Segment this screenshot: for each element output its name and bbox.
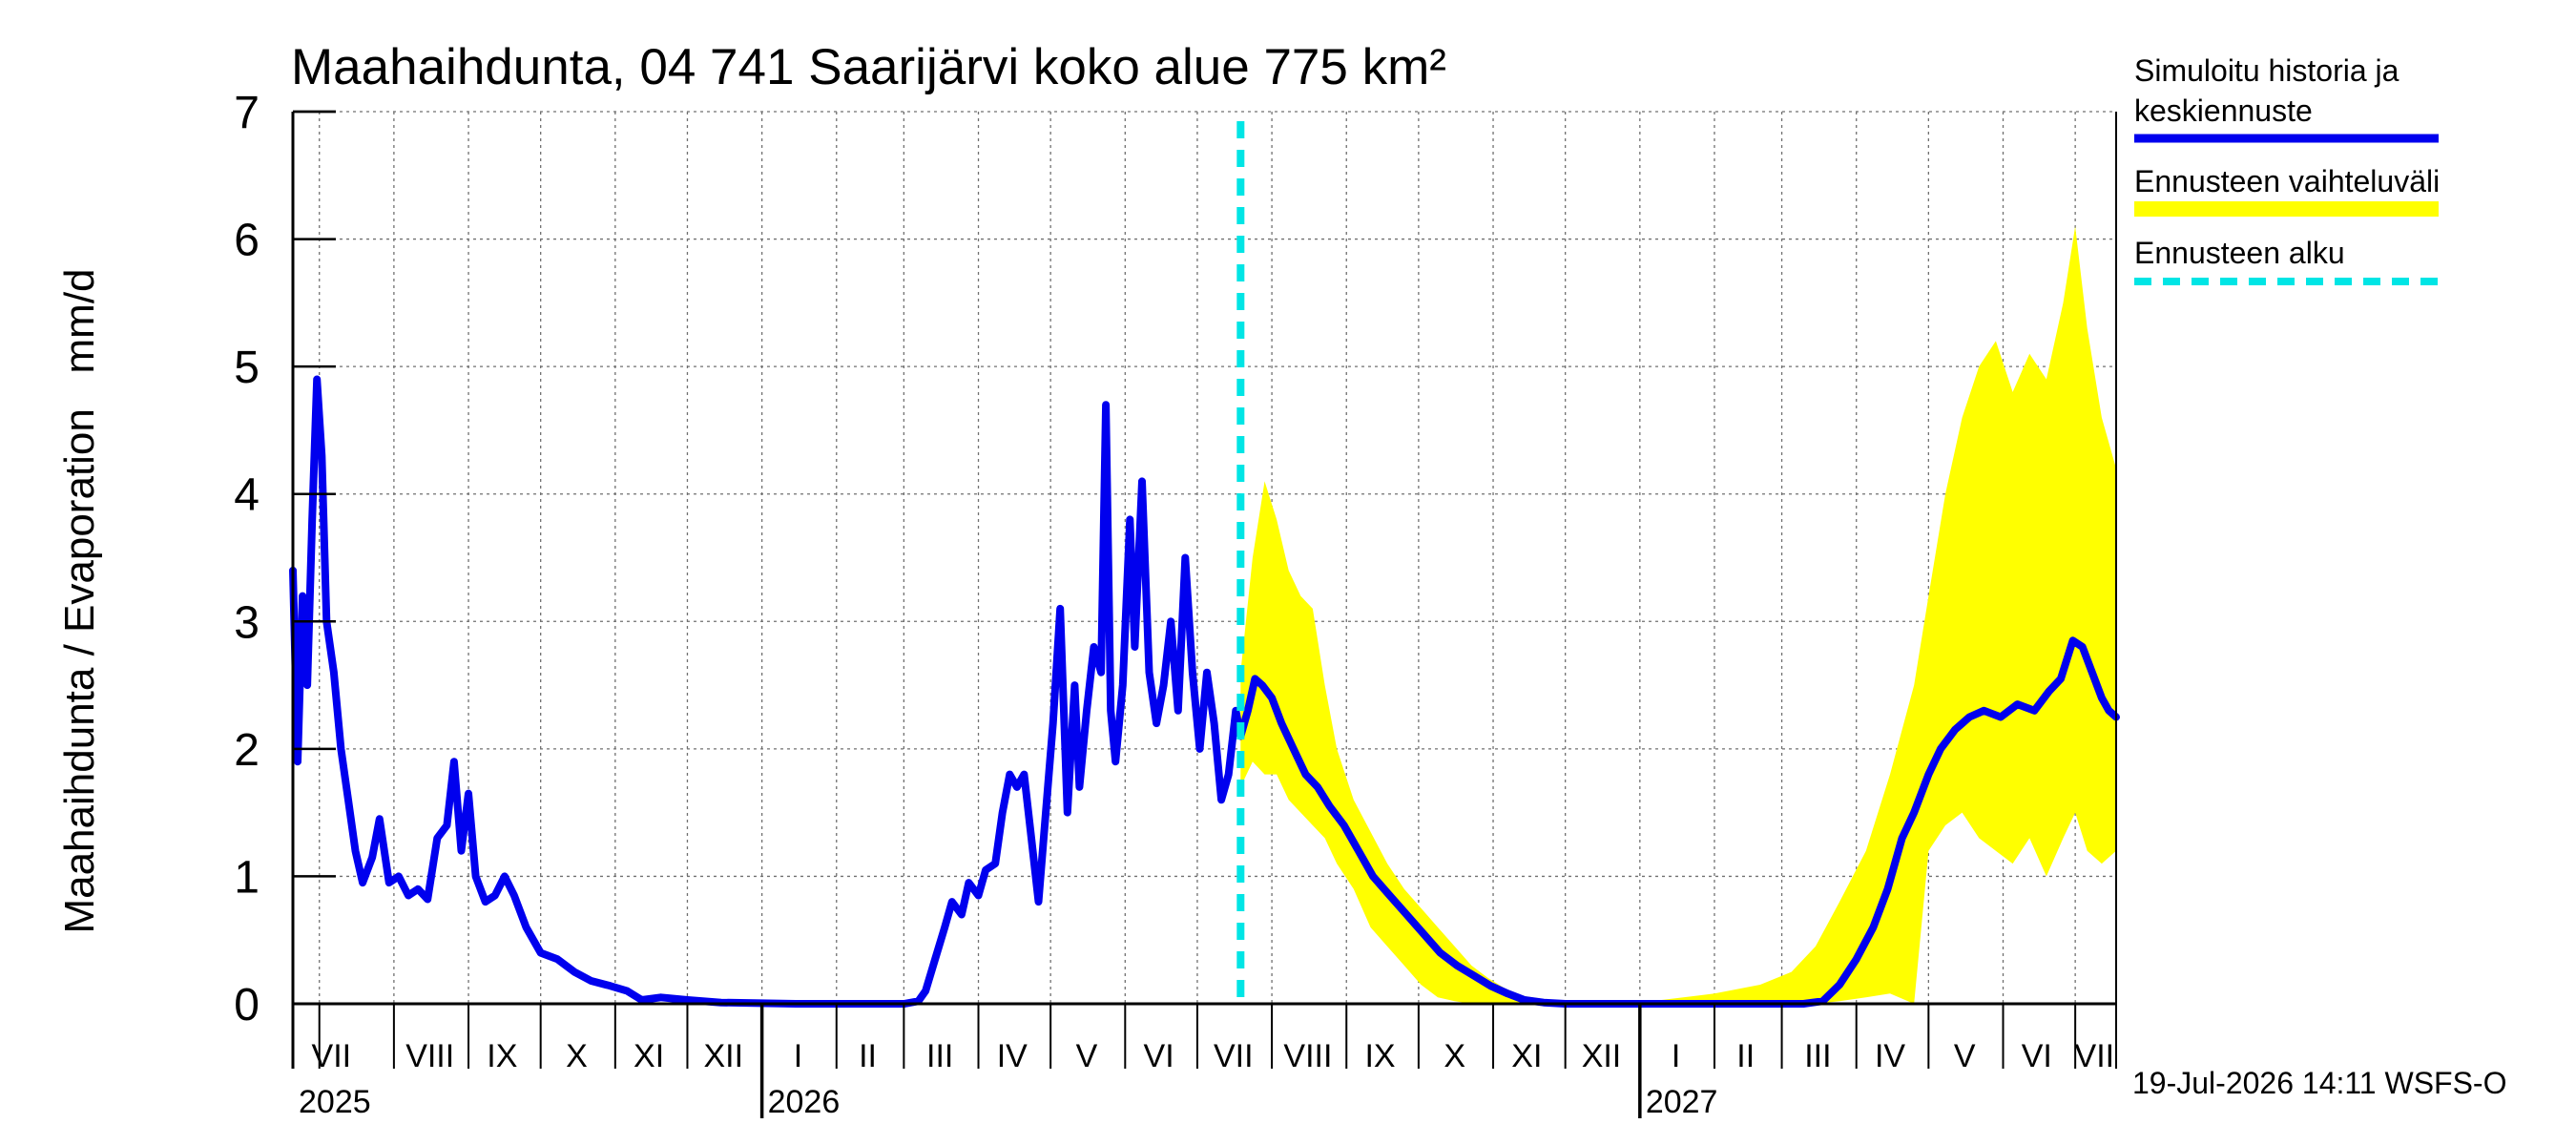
legend-label-forecast-start: Ennusteen alku — [2134, 236, 2345, 270]
month-label: X — [566, 1038, 588, 1074]
year-label: 2026 — [768, 1084, 841, 1120]
month-label: XI — [634, 1038, 664, 1074]
month-label: VIII — [405, 1038, 454, 1074]
month-label: II — [859, 1038, 877, 1074]
month-label: XII — [703, 1038, 743, 1074]
chart-title: Maahaihdunta, 04 741 Saarijärvi koko alu… — [291, 39, 1446, 95]
forecast-range-area — [1240, 226, 2116, 1004]
month-label: VII — [1214, 1038, 1254, 1074]
y-tick-label: 1 — [234, 852, 260, 903]
month-label: VII — [2075, 1038, 2115, 1074]
grid-lines — [293, 111, 2116, 1004]
legend-label-range: Ennusteen vaihteluväli — [2134, 164, 2440, 198]
month-label: X — [1444, 1038, 1465, 1074]
year-label: 2027 — [1646, 1084, 1718, 1120]
y-axis-ticks: 0 1 2 3 4 5 6 7 — [234, 88, 336, 1030]
month-label: VI — [1144, 1038, 1174, 1074]
month-label: IV — [1875, 1038, 1905, 1074]
month-label: I — [1672, 1038, 1680, 1074]
y-tick-label: 7 — [234, 88, 260, 138]
month-label: IX — [487, 1038, 517, 1074]
year-label: 2025 — [299, 1084, 371, 1120]
y-tick-label: 2 — [234, 725, 260, 776]
x-axis-years: 2025 2026 2027 — [299, 1004, 1717, 1120]
month-label: II — [1736, 1038, 1755, 1074]
y-tick-label: 0 — [234, 980, 260, 1030]
month-label: III — [1804, 1038, 1831, 1074]
legend: Simuloitu historia ja keskiennuste Ennus… — [2134, 53, 2440, 285]
month-label: VII — [312, 1038, 352, 1074]
footer-timestamp: 19-Jul-2026 14:11 WSFS-O — [2132, 1066, 2506, 1100]
month-label: VI — [2022, 1038, 2052, 1074]
month-label: VIII — [1283, 1038, 1332, 1074]
y-axis-label: Maahaihdunta / Evaporation mm/d — [56, 268, 103, 933]
month-label: I — [794, 1038, 802, 1074]
y-tick-label: 5 — [234, 343, 260, 393]
y-tick-label: 4 — [234, 470, 260, 521]
x-axis-months: VII VIII IX X XI XII I II III IV V VI VII VIII IX X XI XI… — [312, 1004, 2115, 1074]
forecast-range-band — [1240, 226, 2116, 1004]
legend-label-simulated-2: keskiennuste — [2134, 94, 2313, 128]
month-label: V — [1076, 1038, 1098, 1074]
month-label: III — [926, 1038, 953, 1074]
y-tick-label: 3 — [234, 597, 260, 648]
month-label: XII — [1582, 1038, 1622, 1074]
month-label: V — [1954, 1038, 1976, 1074]
legend-label-simulated-1: Simuloitu historia ja — [2134, 53, 2399, 88]
month-label: XI — [1511, 1038, 1542, 1074]
month-label: IV — [997, 1038, 1028, 1074]
y-tick-label: 6 — [234, 216, 260, 266]
month-label: IX — [1364, 1038, 1395, 1074]
